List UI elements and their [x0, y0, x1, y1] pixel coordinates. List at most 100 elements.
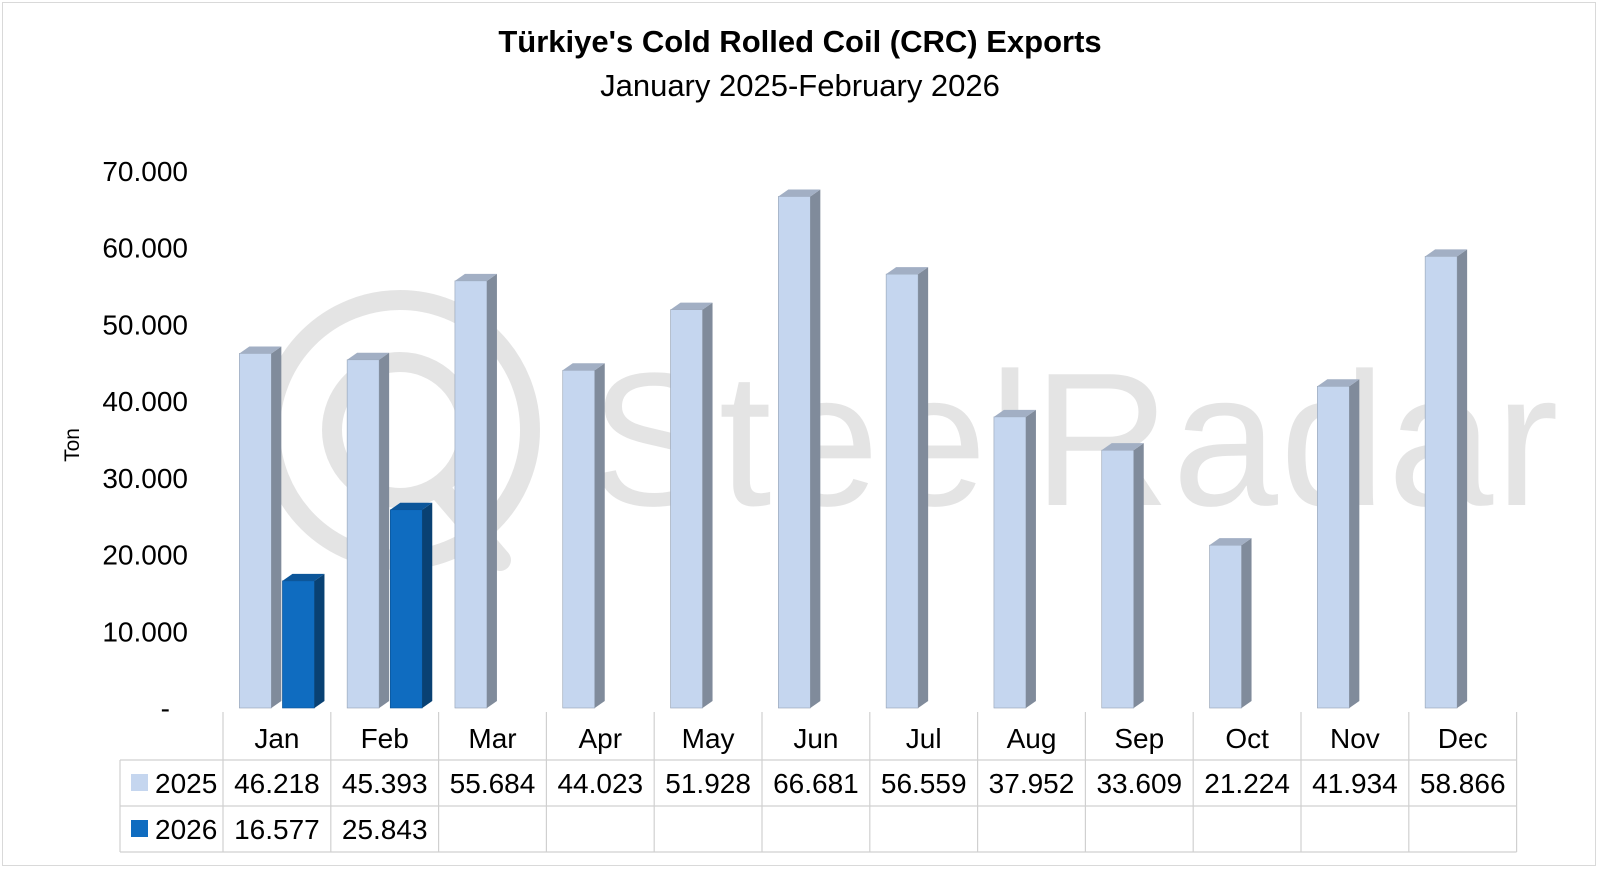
- legend-label: 2025: [155, 768, 217, 799]
- data-label: 58.866: [1420, 768, 1506, 799]
- x-tick-label: Mar: [468, 723, 516, 754]
- bar-side: [594, 363, 605, 708]
- data-label: 45.393: [342, 768, 428, 799]
- y-tick-label: -: [161, 693, 170, 724]
- bar-top: [670, 302, 713, 310]
- bar: [778, 189, 821, 709]
- bar-front: [885, 273, 919, 709]
- bar-top: [1101, 443, 1144, 451]
- bar: [1101, 443, 1144, 709]
- bar-top: [282, 573, 325, 581]
- y-tick-label: 70.000: [102, 156, 188, 187]
- data-label: 51.928: [665, 768, 751, 799]
- bar-side: [918, 267, 929, 708]
- y-tick-label: 40.000: [102, 386, 188, 417]
- data-label: 46.218: [234, 768, 320, 799]
- bar-front: [1424, 256, 1458, 709]
- bar-side: [1241, 538, 1252, 708]
- bar: [239, 346, 282, 709]
- bar-side: [1133, 443, 1144, 708]
- y-axis: - 10.000 20.000 30.000 40.000 50.000 60.000 70.…: [102, 156, 188, 724]
- y-tick-label: 30.000: [102, 463, 188, 494]
- data-label: 41.934: [1312, 768, 1398, 799]
- bar-front: [1317, 386, 1350, 709]
- data-label: 16.577: [234, 814, 320, 845]
- y-tick-label: 50.000: [102, 309, 188, 340]
- x-tick-label: Oct: [1225, 723, 1269, 754]
- bar-top: [562, 363, 605, 371]
- bar-top: [390, 502, 433, 510]
- data-label: 25.843: [342, 814, 428, 845]
- bar: [454, 273, 497, 709]
- bar-front: [1101, 449, 1135, 709]
- bar-side: [1457, 249, 1468, 708]
- bar: [1424, 249, 1468, 709]
- bar-top: [1425, 249, 1468, 257]
- x-tick-label: Nov: [1330, 723, 1380, 754]
- y-tick-label: 20.000: [102, 540, 188, 571]
- series-2026: [282, 502, 433, 709]
- bar-front: [282, 580, 315, 709]
- data-label: 21.224: [1204, 768, 1290, 799]
- bar-front: [346, 359, 380, 709]
- bar-top: [239, 346, 282, 354]
- bar-top: [886, 267, 929, 275]
- bar-front: [1209, 544, 1242, 709]
- bar: [389, 502, 433, 709]
- bar: [282, 573, 325, 709]
- data-label: 33.609: [1096, 768, 1182, 799]
- watermark-text: SteelRadar: [590, 334, 1561, 546]
- x-tick-label: Aug: [1007, 723, 1057, 754]
- x-tick-label: Jul: [906, 723, 942, 754]
- bar: [1317, 379, 1360, 709]
- chart-title: Türkiye's Cold Rolled Coil (CRC) Exports: [498, 24, 1102, 59]
- x-tick-label: Feb: [361, 723, 409, 754]
- x-tick-label: Jan: [254, 723, 299, 754]
- legend-swatch-2025: [131, 774, 148, 791]
- bar: [993, 409, 1036, 709]
- bar-front: [562, 369, 596, 709]
- data-label: 55.684: [450, 768, 536, 799]
- bar-top: [347, 352, 390, 360]
- bar-front: [454, 280, 488, 709]
- bar-side: [1349, 379, 1360, 708]
- y-tick-label: 10.000: [102, 616, 188, 647]
- bar-front: [389, 509, 423, 709]
- x-tick-label: Dec: [1438, 723, 1488, 754]
- x-tick-label: Sep: [1114, 723, 1164, 754]
- bar-side: [1025, 409, 1036, 708]
- x-tick-label: Apr: [579, 723, 623, 754]
- bar-top: [1209, 538, 1252, 546]
- x-tick-label: Jun: [793, 723, 838, 754]
- bar: [670, 302, 713, 709]
- bar-side: [810, 189, 821, 708]
- x-tick-label: May: [682, 723, 735, 754]
- bar-side: [271, 346, 282, 708]
- bar-front: [993, 416, 1027, 709]
- bar-top: [778, 189, 821, 197]
- bars: [239, 189, 1468, 709]
- data-label: 44.023: [557, 768, 643, 799]
- bar-top: [993, 409, 1036, 417]
- bar: [885, 267, 929, 709]
- watermark: SteelRadar: [260, 290, 1561, 571]
- bar: [1209, 538, 1252, 709]
- data-table: Jan Feb Mar Apr May Jun Jul Aug Sep Oct Nov Dec 2025…: [119, 712, 1518, 853]
- legend-swatch-2026: [131, 820, 148, 837]
- data-label: 56.559: [881, 768, 967, 799]
- bar: [346, 352, 390, 709]
- bar-side: [379, 352, 390, 708]
- bar-top: [454, 273, 497, 281]
- bar-front: [239, 353, 272, 709]
- bar-side: [422, 502, 433, 708]
- bar: [562, 363, 605, 709]
- chart-subtitle: January 2025-February 2026: [600, 68, 1000, 103]
- legend-label: 2026: [155, 814, 217, 845]
- series-2025: [239, 189, 1468, 709]
- y-tick-label: 60.000: [102, 233, 188, 264]
- data-label: 37.952: [989, 768, 1075, 799]
- bar-side: [702, 302, 713, 708]
- bar-side: [486, 273, 497, 708]
- bar-front: [670, 309, 703, 709]
